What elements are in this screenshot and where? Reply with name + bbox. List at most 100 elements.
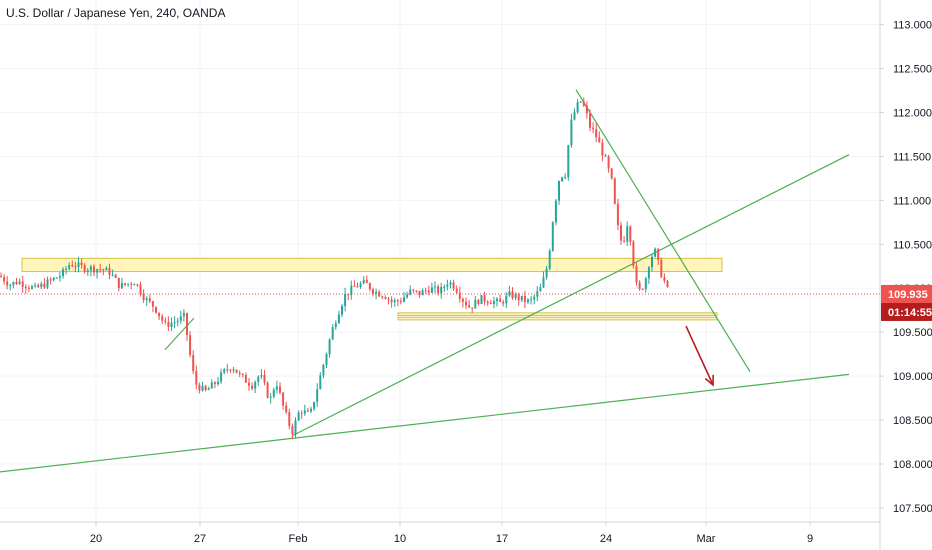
candle-body xyxy=(223,369,226,373)
candle-body xyxy=(241,373,244,376)
trendline[interactable] xyxy=(291,154,850,437)
candle-body xyxy=(319,375,322,390)
support-resistance-zone[interactable] xyxy=(21,257,723,273)
y-tick-label: 111.000 xyxy=(893,195,931,207)
candle-body xyxy=(356,286,359,288)
candle-body xyxy=(55,277,58,279)
candle-body xyxy=(179,316,182,321)
candle-body xyxy=(254,381,257,389)
candle-body xyxy=(452,282,455,289)
x-tick-label: 20 xyxy=(90,533,102,545)
candle-body xyxy=(0,275,2,277)
candle-body xyxy=(520,295,523,301)
candle-body xyxy=(117,277,120,289)
candle-body xyxy=(34,285,37,287)
candle-body xyxy=(660,259,663,278)
candle-body xyxy=(539,287,542,292)
candle-body xyxy=(406,294,409,298)
candle-body xyxy=(192,355,195,372)
candle-body xyxy=(71,265,74,267)
candle-body xyxy=(3,276,6,282)
candle-body xyxy=(291,425,294,435)
candle-body xyxy=(89,266,92,271)
candle-body xyxy=(186,313,188,335)
candle-body xyxy=(579,101,582,103)
arrow-shaft[interactable] xyxy=(685,325,714,386)
candle-body xyxy=(508,291,511,296)
candle-body xyxy=(220,372,223,382)
candle-body xyxy=(381,296,384,298)
candle-body xyxy=(598,137,601,143)
candle-body xyxy=(666,280,669,287)
arrow-head[interactable] xyxy=(704,374,715,387)
candle-body xyxy=(12,281,15,286)
candle-body xyxy=(9,285,12,287)
candle-body xyxy=(548,250,551,269)
support-resistance-zone[interactable] xyxy=(397,316,718,321)
candle-body xyxy=(461,298,464,302)
candle-body xyxy=(573,112,576,120)
y-tick-label: 108.000 xyxy=(893,459,932,471)
candle-body xyxy=(421,290,424,296)
candle-body xyxy=(576,102,579,113)
x-tick-label: 27 xyxy=(194,533,206,545)
candle-body xyxy=(96,269,99,273)
candle-body xyxy=(210,382,213,389)
candle-body xyxy=(418,290,421,296)
candle-body xyxy=(316,389,319,402)
candle-body xyxy=(533,296,536,300)
candle-body xyxy=(635,266,638,283)
candle-body xyxy=(654,248,657,257)
candle-body xyxy=(629,226,632,242)
candle-body xyxy=(502,301,505,304)
candle-body xyxy=(474,300,477,309)
candle-body xyxy=(257,376,260,382)
candle-body xyxy=(275,386,278,390)
candle-body xyxy=(430,287,433,293)
candle-body xyxy=(155,306,157,313)
candle-body xyxy=(272,389,275,397)
candle-body xyxy=(93,266,95,273)
x-tick-label: 24 xyxy=(600,533,612,545)
candle-body xyxy=(610,168,613,179)
candle-body xyxy=(248,382,250,386)
candle-body xyxy=(43,283,46,288)
candle-body xyxy=(58,276,61,278)
candle-body xyxy=(486,301,489,304)
candle-body xyxy=(350,285,353,296)
candle-body xyxy=(489,303,492,305)
candle-body xyxy=(613,178,616,204)
candle-body xyxy=(148,298,151,302)
candle-body xyxy=(403,297,405,302)
candle-body xyxy=(390,299,393,303)
candle-body xyxy=(607,156,610,169)
candle-body xyxy=(505,295,508,304)
trendlines[interactable] xyxy=(0,89,850,473)
candle-body xyxy=(306,410,309,412)
trendline[interactable] xyxy=(164,317,195,351)
candle-body xyxy=(133,284,136,286)
candle-body xyxy=(384,297,387,299)
trendline[interactable] xyxy=(0,373,850,473)
candle-body xyxy=(285,405,288,413)
candle-body xyxy=(387,298,390,300)
candle-body xyxy=(176,320,179,323)
trendline[interactable] xyxy=(575,89,751,373)
candle-body xyxy=(294,420,297,435)
candle-body xyxy=(164,320,167,322)
horizontal-zones[interactable] xyxy=(21,257,723,321)
candle-body xyxy=(440,286,443,294)
candle-body xyxy=(393,300,396,303)
candle-body xyxy=(632,241,635,267)
candle-body xyxy=(458,292,461,299)
candle-body xyxy=(244,375,247,383)
projection-arrow[interactable] xyxy=(685,325,715,387)
candle-body xyxy=(77,262,80,268)
support-resistance-zone[interactable] xyxy=(397,312,718,316)
candle-body xyxy=(465,301,467,306)
candle-body xyxy=(412,289,415,291)
candle-body xyxy=(182,313,185,317)
